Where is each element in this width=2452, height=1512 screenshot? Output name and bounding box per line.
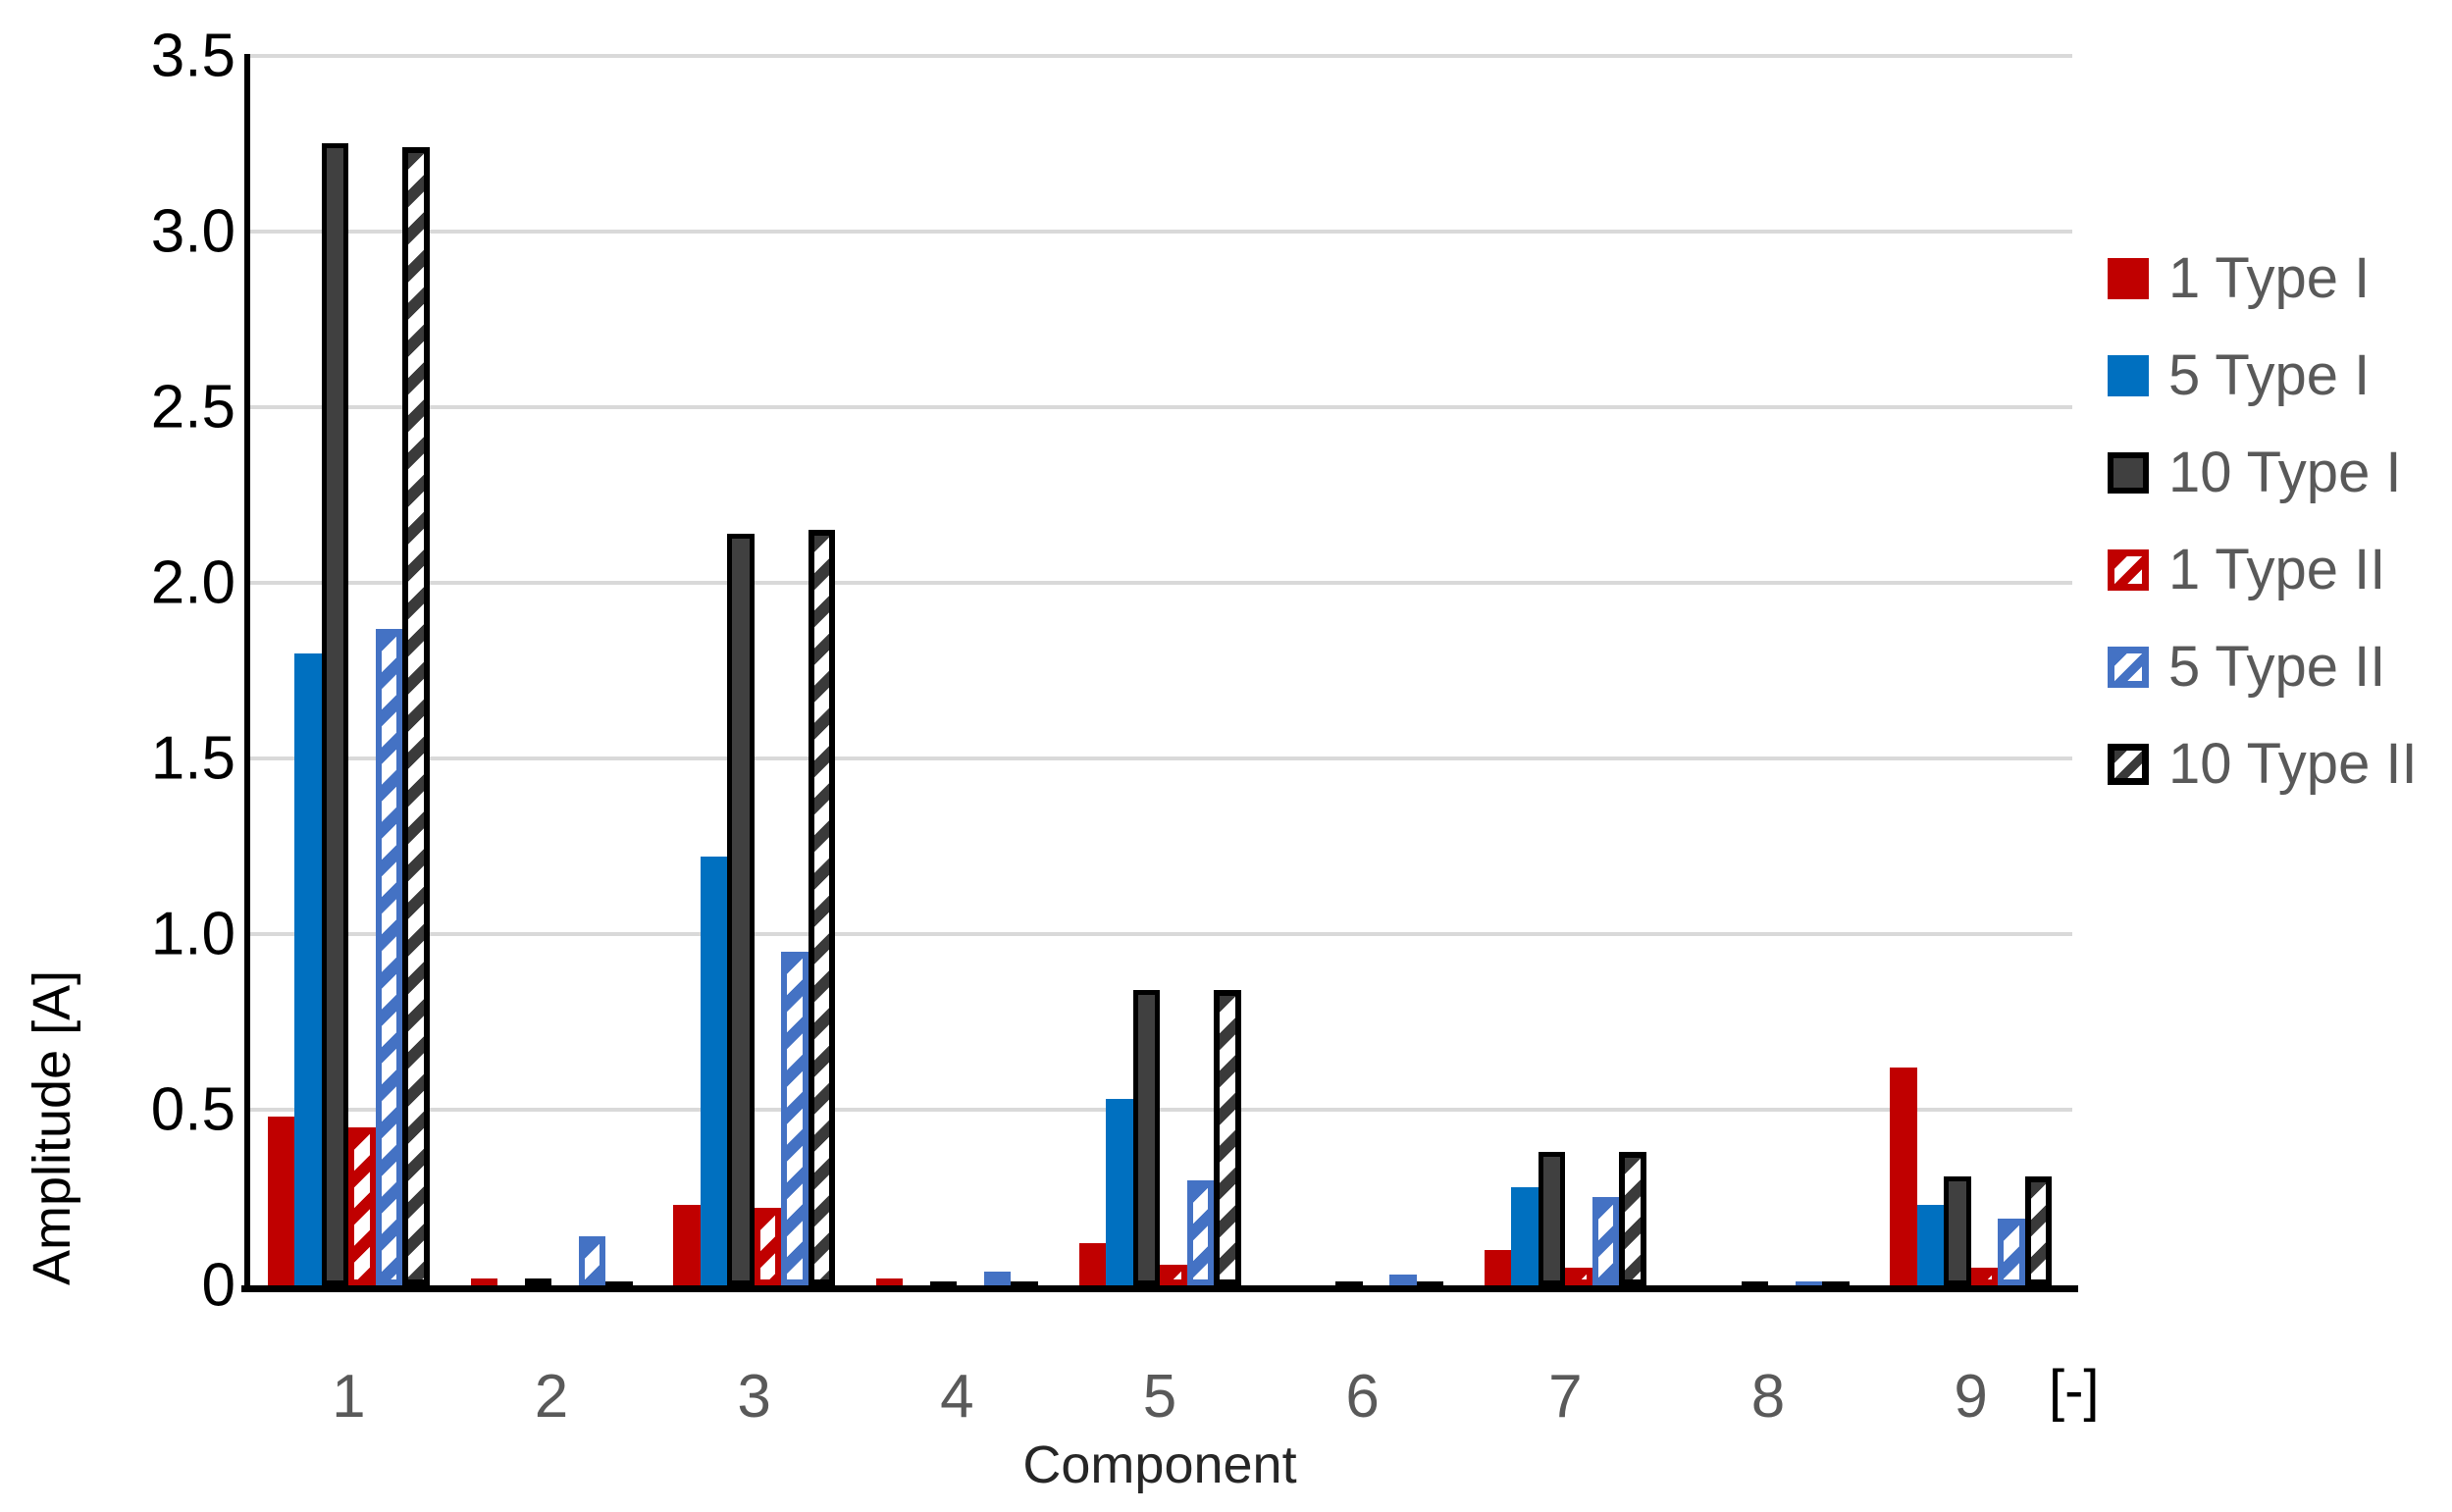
bar-10-type-ii-c5 [1214, 990, 1241, 1285]
legend-item-5-type-ii: 5 Type II [2108, 618, 2418, 715]
legend-label: 5 Type I [2168, 343, 2371, 407]
y-tick-label-1.0: 1.0 [150, 900, 235, 968]
y-tick-label-0.5: 0.5 [150, 1075, 235, 1144]
y-axis-line [244, 54, 250, 1291]
x-tick-label-9: 9 [1954, 1363, 1988, 1431]
x-tick-label-4: 4 [940, 1363, 974, 1431]
bar-1-type-ii-c1 [348, 1127, 376, 1285]
bar-10-type-ii-c7 [1619, 1152, 1646, 1285]
y-tick-label-2.0: 2.0 [150, 548, 235, 617]
bar-1-type-ii-c7 [1565, 1268, 1592, 1285]
gridline-0.5 [247, 1108, 2072, 1112]
legend-label: 5 Type II [2168, 635, 2386, 699]
bar-10-type-i-c8 [1741, 1281, 1768, 1285]
bar-10-type-i-c5 [1132, 990, 1160, 1285]
bar-5-type-i-c1 [294, 653, 322, 1285]
gridline-3.5 [247, 54, 2072, 58]
plot-area [247, 54, 2072, 1285]
bar-1-type-ii-c9 [1970, 1268, 1999, 1285]
gridline-2.0 [247, 581, 2072, 585]
bar-5-type-i-c5 [1106, 1099, 1133, 1285]
bar-1-type-i-c1 [267, 1117, 295, 1285]
bar-10-type-ii-c6 [1416, 1281, 1444, 1285]
bar-5-type-i-c9 [1916, 1205, 1945, 1285]
bar-10-type-i-c6 [1335, 1281, 1363, 1285]
bar-5-type-ii-c9 [1998, 1219, 2025, 1285]
bar-10-type-ii-c8 [1822, 1281, 1850, 1285]
gridline-1.5 [247, 756, 2072, 760]
bar-10-type-i-c2 [524, 1278, 551, 1285]
x-axis-title: Component [1022, 1435, 1297, 1494]
bar-5-type-ii-c7 [1591, 1197, 1620, 1285]
bar-5-type-i-c7 [1511, 1187, 1539, 1285]
x-axis-line [241, 1285, 2078, 1292]
bar-5-type-ii-c5 [1186, 1180, 1214, 1285]
bar-5-type-ii-c4 [983, 1272, 1012, 1285]
bar-1-type-i-c7 [1484, 1250, 1512, 1285]
gridline-1.0 [247, 932, 2072, 936]
gridline-3.0 [247, 230, 2072, 234]
legend-item-1-type-ii: 1 Type II [2108, 521, 2418, 618]
x-tick-label-5: 5 [1142, 1363, 1177, 1431]
bar-10-type-i-c4 [929, 1281, 958, 1285]
bar-10-type-ii-c3 [808, 530, 836, 1285]
x-tick-label-6: 6 [1345, 1363, 1380, 1431]
x-axis-unit-label: [-] [2049, 1359, 2100, 1423]
bar-1-type-i-c4 [875, 1278, 904, 1285]
x-tick-label-8: 8 [1750, 1363, 1786, 1431]
bar-5-type-ii-c1 [375, 629, 403, 1285]
bar-1-type-i-c2 [470, 1278, 497, 1285]
legend-item-10-type-ii: 10 Type II [2108, 715, 2418, 812]
legend-swatch-10-type-ii [2108, 743, 2149, 785]
bar-5-type-i-c3 [700, 857, 728, 1285]
bar-10-type-ii-c4 [1011, 1281, 1038, 1285]
bar-5-type-ii-c8 [1795, 1281, 1822, 1285]
legend-label: 1 Type I [2168, 246, 2371, 310]
y-tick-label-1.5: 1.5 [150, 724, 235, 793]
bar-5-type-ii-c3 [781, 952, 809, 1285]
bar-5-type-ii-c2 [578, 1236, 605, 1285]
legend-swatch-1-type-i [2108, 257, 2149, 299]
legend-label: 10 Type I [2168, 441, 2402, 504]
x-tick-label-1: 1 [332, 1363, 366, 1431]
legend-item-10-type-i: 10 Type I [2108, 424, 2418, 521]
bar-10-type-i-c7 [1538, 1152, 1566, 1285]
bar-1-type-i-c3 [673, 1205, 701, 1285]
bar-1-type-ii-c5 [1160, 1265, 1187, 1285]
y-tick-label-3.5: 3.5 [150, 22, 235, 90]
legend-item-5-type-i: 5 Type I [2108, 327, 2418, 424]
bar-10-type-i-c9 [1944, 1176, 1971, 1285]
bar-10-type-ii-c1 [402, 147, 430, 1285]
x-tick-label-2: 2 [534, 1363, 569, 1431]
gridline-2.5 [247, 405, 2072, 409]
y-tick-label-3.0: 3.0 [150, 197, 235, 266]
legend-swatch-5-type-ii [2108, 646, 2149, 688]
bar-1-type-i-c9 [1890, 1068, 1917, 1285]
legend-swatch-10-type-i [2108, 451, 2149, 494]
bar-1-type-ii-c3 [754, 1208, 782, 1285]
y-tick-label-2.5: 2.5 [150, 373, 235, 442]
legend: 1 Type I 5 Type I 10 Type I 1 Type II 5 Type… [2108, 230, 2418, 812]
legend-label: 10 Type II [2168, 732, 2418, 796]
bar-10-type-ii-c2 [605, 1281, 633, 1285]
bar-10-type-ii-c9 [2024, 1176, 2053, 1285]
bar-1-type-i-c5 [1078, 1243, 1106, 1285]
y-tick-label-0: 0 [201, 1251, 235, 1320]
bar-10-type-i-c1 [321, 143, 349, 1285]
legend-item-1-type-i: 1 Type I [2108, 230, 2418, 327]
legend-swatch-1-type-ii [2108, 548, 2149, 591]
bar-5-type-ii-c6 [1389, 1275, 1417, 1285]
legend-label: 1 Type II [2168, 538, 2386, 601]
x-tick-label-7: 7 [1548, 1363, 1583, 1431]
legend-swatch-5-type-i [2108, 354, 2149, 396]
x-tick-label-3: 3 [737, 1363, 771, 1431]
bar-10-type-i-c3 [727, 534, 755, 1285]
